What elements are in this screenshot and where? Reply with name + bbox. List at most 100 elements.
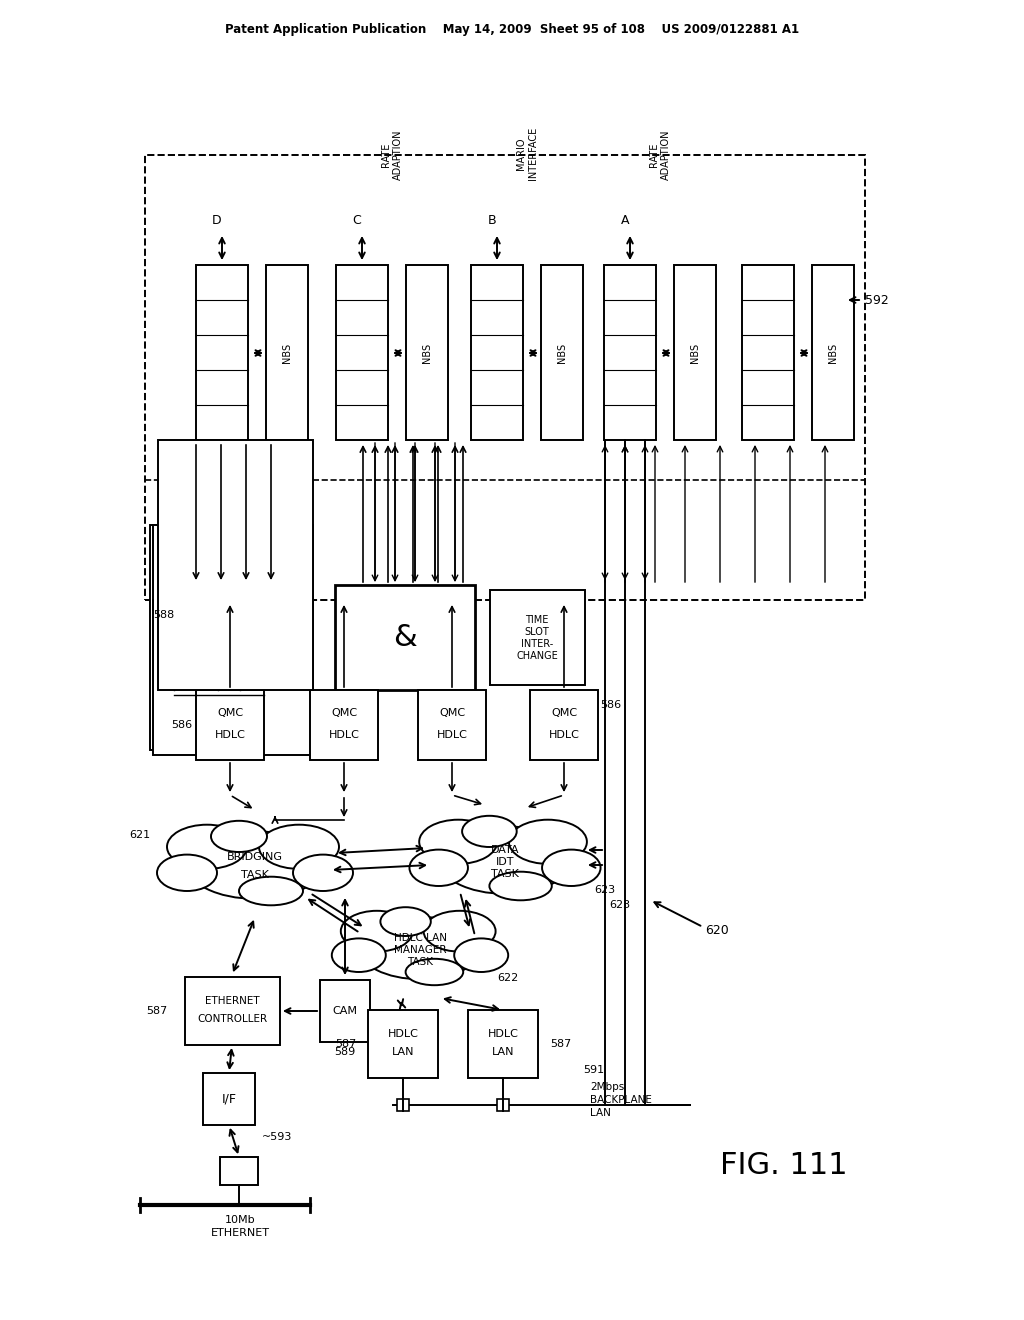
Text: HDLC: HDLC <box>387 1030 419 1039</box>
Text: &: & <box>393 623 417 652</box>
Text: BRIDGING: BRIDGING <box>227 851 283 862</box>
Ellipse shape <box>259 825 339 869</box>
Text: 587: 587 <box>145 1006 167 1016</box>
Text: TASK: TASK <box>492 869 519 879</box>
Text: HDLC: HDLC <box>329 730 359 741</box>
Bar <box>368 1010 438 1078</box>
Bar <box>153 525 313 755</box>
Ellipse shape <box>406 958 463 985</box>
Text: CHANGE: CHANGE <box>516 651 558 661</box>
Text: NBS: NBS <box>557 343 567 363</box>
Text: I/F: I/F <box>221 1093 237 1106</box>
Text: A: A <box>621 214 630 227</box>
Text: QMC: QMC <box>551 708 578 718</box>
Text: 2Mbps: 2Mbps <box>590 1082 625 1092</box>
Text: HDLC: HDLC <box>215 730 246 741</box>
Text: 10Mb: 10Mb <box>224 1214 255 1225</box>
Text: QMC: QMC <box>439 708 465 718</box>
Text: BACKPLANE: BACKPLANE <box>590 1096 652 1105</box>
Ellipse shape <box>211 821 267 851</box>
Text: CONTROLLER: CONTROLLER <box>197 1014 267 1024</box>
Bar <box>196 265 248 440</box>
Bar <box>406 265 449 440</box>
Text: MARIO
INTERFACE: MARIO INTERFACE <box>516 127 538 180</box>
Text: INTER-: INTER- <box>521 639 553 649</box>
Bar <box>310 690 378 760</box>
Ellipse shape <box>167 825 247 869</box>
Ellipse shape <box>438 826 571 894</box>
Text: 587: 587 <box>550 1039 571 1049</box>
Text: QMC: QMC <box>217 708 243 718</box>
Ellipse shape <box>419 820 498 863</box>
Bar <box>185 977 280 1045</box>
Bar <box>604 265 656 440</box>
Ellipse shape <box>462 816 517 847</box>
Bar <box>158 440 313 690</box>
Ellipse shape <box>187 832 323 899</box>
Bar <box>497 1100 509 1111</box>
Text: TASK: TASK <box>241 870 269 880</box>
Ellipse shape <box>410 850 468 886</box>
Bar <box>196 690 264 760</box>
Text: MANAGER: MANAGER <box>394 945 446 954</box>
Text: 622: 622 <box>498 973 518 983</box>
Text: B: B <box>487 214 497 227</box>
Text: HDLC: HDLC <box>436 730 467 741</box>
Bar <box>220 1158 258 1185</box>
Text: ~593: ~593 <box>262 1133 292 1142</box>
Text: NBS: NBS <box>422 343 432 363</box>
Ellipse shape <box>157 854 217 891</box>
Text: LAN: LAN <box>392 1047 415 1057</box>
Ellipse shape <box>239 876 303 906</box>
Text: 586: 586 <box>171 719 193 730</box>
Ellipse shape <box>293 854 353 891</box>
Ellipse shape <box>332 939 386 972</box>
Text: 588: 588 <box>153 610 174 620</box>
Bar <box>530 690 598 760</box>
Text: RATE
ADAPTION: RATE ADAPTION <box>381 129 402 180</box>
Text: ETHERNET: ETHERNET <box>211 1228 269 1238</box>
Text: HDLC: HDLC <box>487 1030 518 1039</box>
Text: TASK: TASK <box>407 957 433 968</box>
Text: RATE
ADAPTION: RATE ADAPTION <box>649 129 671 180</box>
Text: 620: 620 <box>705 924 729 936</box>
Text: 623: 623 <box>609 900 631 909</box>
Text: NBS: NBS <box>282 343 292 363</box>
Text: QMC: QMC <box>331 708 357 718</box>
Text: SLOT: SLOT <box>524 627 549 638</box>
Ellipse shape <box>358 917 481 979</box>
Bar <box>674 265 716 440</box>
Bar <box>541 265 583 440</box>
Bar <box>266 265 308 440</box>
Text: NBS: NBS <box>828 343 838 363</box>
Bar <box>203 1073 255 1125</box>
Ellipse shape <box>509 820 587 863</box>
Bar <box>418 690 486 760</box>
Text: ETHERNET: ETHERNET <box>205 997 259 1006</box>
Text: 591: 591 <box>583 1065 604 1074</box>
Bar <box>397 1100 409 1111</box>
Text: CAM: CAM <box>333 1006 357 1016</box>
Text: IDT: IDT <box>496 857 514 867</box>
Text: TIME: TIME <box>525 615 549 624</box>
Ellipse shape <box>455 939 508 972</box>
Text: HDLC: HDLC <box>549 730 580 741</box>
Text: LAN: LAN <box>492 1047 514 1057</box>
Text: D: D <box>212 214 222 227</box>
Text: 589: 589 <box>335 1047 355 1057</box>
Text: Patent Application Publication    May 14, 2009  Sheet 95 of 108    US 2009/01228: Patent Application Publication May 14, 2… <box>225 24 799 37</box>
Text: HDLC LAN: HDLC LAN <box>393 933 446 942</box>
Text: 623: 623 <box>595 884 615 895</box>
Ellipse shape <box>489 871 552 900</box>
Text: FIG. 111: FIG. 111 <box>720 1151 848 1180</box>
Bar <box>336 265 388 440</box>
Bar <box>145 154 865 601</box>
Text: 586: 586 <box>600 700 622 710</box>
Bar <box>812 265 854 440</box>
Text: C: C <box>352 214 361 227</box>
Text: 592: 592 <box>865 293 889 306</box>
Ellipse shape <box>341 911 413 952</box>
Ellipse shape <box>424 911 496 952</box>
Text: 621: 621 <box>129 830 151 840</box>
Bar <box>319 979 370 1041</box>
